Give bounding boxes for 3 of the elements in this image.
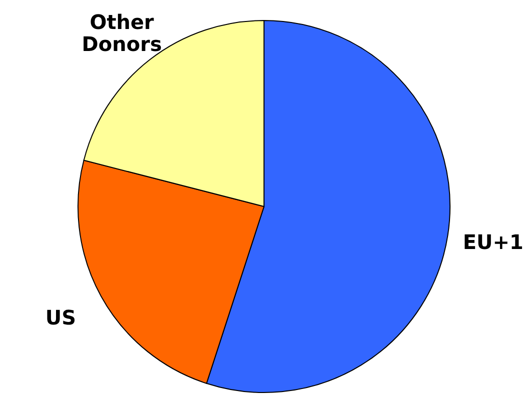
slice-label: Other Donors bbox=[82, 10, 162, 56]
slice-label: EU+1 bbox=[462, 230, 524, 254]
slice-label: US bbox=[45, 305, 76, 330]
